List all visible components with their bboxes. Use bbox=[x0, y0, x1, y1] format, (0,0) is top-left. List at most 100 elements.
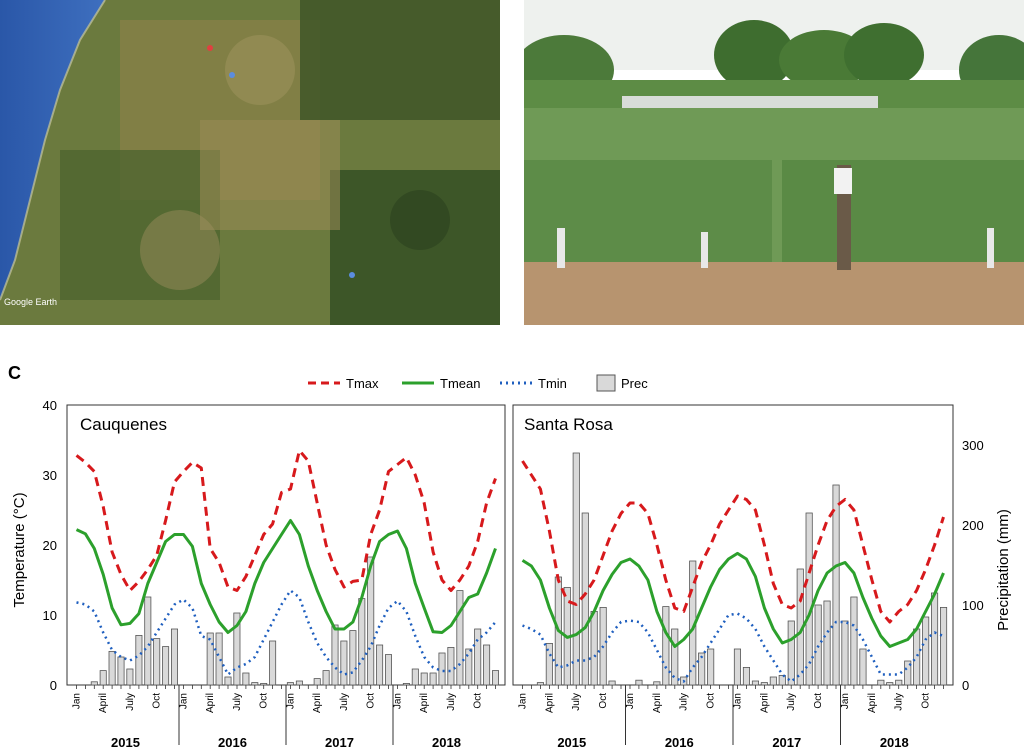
cauquenes-month-label: April bbox=[419, 693, 430, 713]
google-earth-watermark: Google Earth bbox=[4, 297, 58, 307]
cauquenes-prec-bar bbox=[411, 668, 419, 686]
santa-rosa-prec-bar bbox=[536, 682, 544, 686]
santa-rosa-prec-bar bbox=[931, 592, 939, 686]
cauquenes-prec-bar bbox=[99, 670, 107, 686]
panel-c-label: C bbox=[8, 363, 21, 383]
cauquenes-prec-bar bbox=[420, 672, 428, 686]
cauquenes-year-label: 2018 bbox=[432, 735, 461, 750]
santa-rosa-month-label: July bbox=[571, 693, 582, 711]
cauquenes-prec-bar bbox=[135, 634, 143, 686]
y-tick-right-100: 100 bbox=[962, 598, 984, 613]
field-photo bbox=[524, 0, 1024, 325]
cauquenes-month-label: Oct bbox=[473, 693, 484, 709]
legend: Tmax Tmean Tmin Prec bbox=[308, 374, 648, 392]
santa-rosa-tmin-line bbox=[522, 612, 944, 683]
santa-rosa-tmax-line bbox=[521, 460, 945, 624]
y-tick-left-30: 30 bbox=[43, 468, 57, 483]
santa-rosa-month-label: April bbox=[652, 693, 663, 713]
chart-marks: Jan April July Oct Jan April July Oct Jan April Ju… bbox=[72, 449, 948, 750]
cauquenes-prec-bar bbox=[224, 676, 232, 686]
santa-rosa-prec-bar bbox=[733, 648, 741, 686]
cauquenes-prec-bar bbox=[117, 656, 125, 686]
santa-rosa-month-label: Jan bbox=[840, 693, 851, 709]
cauquenes-prec-bar bbox=[340, 640, 348, 686]
cauquenes-prec-bar bbox=[162, 646, 170, 686]
y-axis-right-label: Precipitation (mm) bbox=[995, 509, 1012, 631]
santa-rosa-prec-bar bbox=[742, 666, 750, 686]
santa-rosa-prec-bar bbox=[787, 620, 795, 686]
santa-rosa-year-label: 2016 bbox=[665, 735, 694, 750]
santa-rosa-prec-bar bbox=[760, 682, 768, 686]
cauquenes-month-label: April bbox=[312, 693, 323, 713]
santa-rosa-prec-bar bbox=[814, 604, 822, 686]
cauquenes-prec-bar bbox=[313, 678, 321, 686]
y-axis-left-ticks: 0 10 20 30 40 bbox=[43, 398, 57, 693]
cauquenes-month-label: Jan bbox=[286, 693, 297, 709]
panel-title-cauquenes: Cauquenes bbox=[80, 415, 167, 434]
santa-rosa-month-label: April bbox=[867, 693, 878, 713]
santa-rosa-prec-bar bbox=[590, 610, 598, 686]
cauquenes-month-label: Jan bbox=[393, 693, 404, 709]
cauquenes-prec-bar bbox=[331, 624, 339, 686]
climate-chart: Tmax Tmean Tmin Prec Temperature (°C) 0 … bbox=[11, 374, 1012, 750]
cauquenes-month-label: April bbox=[205, 693, 216, 713]
cauquenes-prec-bar bbox=[447, 646, 455, 686]
legend-prec-swatch bbox=[596, 374, 616, 392]
y-tick-right-200: 200 bbox=[962, 518, 984, 533]
santa-rosa-month-label: July bbox=[679, 693, 690, 711]
cauquenes-month-label: July bbox=[125, 693, 136, 711]
plot-frame-cauquenes bbox=[66, 404, 506, 686]
y-tick-left-20: 20 bbox=[43, 538, 57, 553]
santa-rosa-prec-bar bbox=[805, 512, 813, 686]
cauquenes-prec-bar bbox=[491, 670, 499, 686]
cauquenes-prec-bar bbox=[295, 680, 303, 686]
cauquenes-month-label: Jan bbox=[179, 693, 190, 709]
santa-rosa-month-label: Jan bbox=[518, 693, 529, 709]
santa-rosa-month-label: Oct bbox=[598, 693, 609, 709]
y-tick-left-40: 40 bbox=[43, 398, 57, 413]
cauquenes-prec-bar bbox=[269, 640, 277, 686]
cauquenes-year-label: 2016 bbox=[218, 735, 247, 750]
santa-rosa-prec-bar bbox=[751, 680, 759, 686]
santa-rosa-prec-bar bbox=[608, 680, 616, 686]
cauquenes-prec-bar bbox=[126, 668, 134, 686]
cauquenes-tmax-line bbox=[75, 449, 497, 592]
cauquenes-prec-bar bbox=[286, 682, 294, 686]
cauquenes-prec-bar bbox=[90, 681, 98, 686]
santa-rosa-prec-bar bbox=[877, 679, 885, 686]
santa-rosa-prec-bar bbox=[769, 676, 777, 686]
santa-rosa-month-label: Oct bbox=[921, 693, 932, 709]
santa-rosa-prec-bar bbox=[841, 620, 849, 686]
y-tick-right-300: 300 bbox=[962, 438, 984, 453]
cauquenes-prec-bar bbox=[108, 650, 116, 686]
cauquenes-prec-bar bbox=[429, 672, 437, 686]
legend-tmax-label: Tmax bbox=[346, 376, 379, 391]
santa-rosa-prec-bar bbox=[895, 679, 903, 686]
y-axis-left-label: Temperature (°C) bbox=[11, 492, 28, 607]
cauquenes-prec-bar bbox=[376, 644, 384, 686]
santa-rosa-month-label: July bbox=[894, 693, 905, 711]
santa-rosa-prec-bar bbox=[922, 616, 930, 686]
cauquenes-prec-bar bbox=[144, 596, 152, 686]
santa-rosa-prec-bar bbox=[832, 484, 840, 686]
cauquenes-prec-bar bbox=[206, 632, 214, 686]
legend-prec-label: Prec bbox=[621, 376, 648, 391]
y-tick-left-10: 10 bbox=[43, 608, 57, 623]
cauquenes-prec-bar bbox=[260, 682, 268, 686]
santa-rosa-prec-bar bbox=[572, 452, 580, 686]
santa-rosa-month-label: April bbox=[759, 693, 770, 713]
panel-title-santa-rosa: Santa Rosa bbox=[524, 415, 613, 434]
cauquenes-prec-bar bbox=[456, 590, 464, 686]
santa-rosa-prec-bar bbox=[635, 679, 643, 686]
cauquenes-prec-bar bbox=[170, 628, 178, 686]
santa-rosa-prec-bar bbox=[850, 596, 858, 686]
santa-rosa-prec-bar bbox=[653, 681, 661, 686]
cauquenes-month-label: Oct bbox=[366, 693, 377, 709]
satellite-image: Google Earth bbox=[0, 0, 500, 325]
santa-rosa-prec-bar bbox=[662, 606, 670, 686]
santa-rosa-prec-bar bbox=[581, 512, 589, 686]
y-axis-right-ticks: 0 100 200 300 bbox=[962, 438, 984, 693]
cauquenes-month-label: Oct bbox=[152, 693, 163, 709]
cauquenes-year-label: 2017 bbox=[325, 735, 354, 750]
cauquenes-month-label: July bbox=[232, 693, 243, 711]
